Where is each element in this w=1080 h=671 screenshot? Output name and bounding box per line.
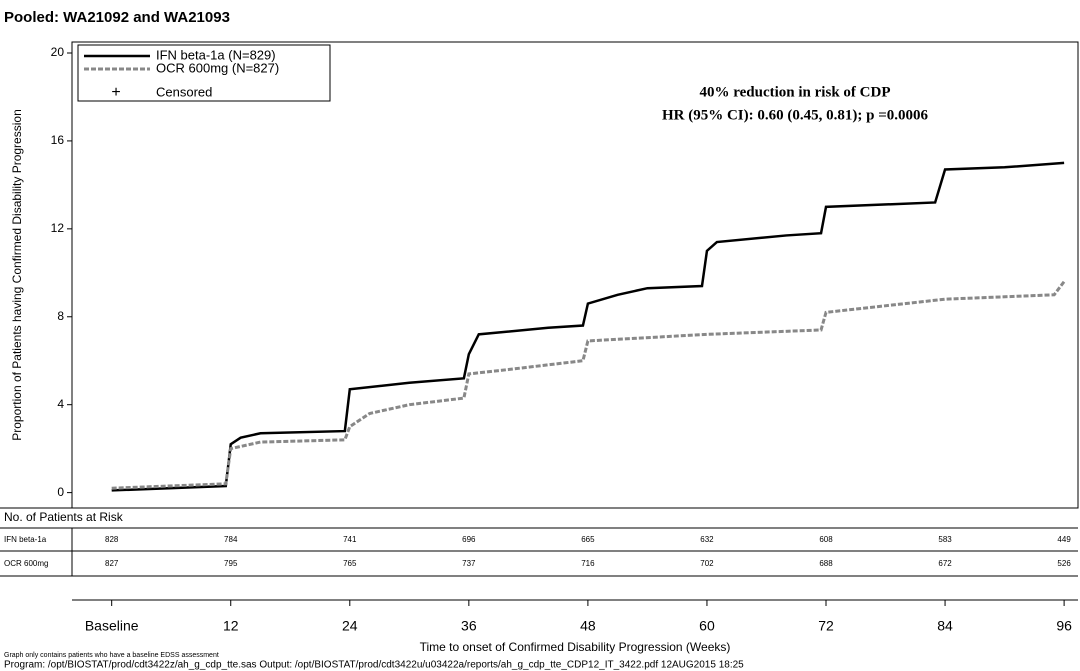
x-tick-label: 84	[937, 618, 953, 634]
legend-label: OCR 600mg (N=827)	[156, 60, 279, 75]
risk-count: 632	[700, 535, 714, 544]
risk-count: 741	[343, 535, 357, 544]
y-tick-label: 16	[51, 133, 65, 147]
x-tick-label: 24	[342, 618, 358, 634]
x-tick-label: 72	[818, 618, 834, 634]
risk-count: 526	[1057, 559, 1071, 568]
risk-count: 608	[819, 535, 833, 544]
risk-row-label: IFN beta-1a	[4, 535, 47, 544]
x-axis-label: Time to onset of Confirmed Disability Pr…	[420, 640, 731, 654]
y-tick-label: 20	[51, 45, 65, 59]
legend-frame	[77, 44, 331, 102]
y-tick-label: 8	[57, 309, 64, 323]
km-curve	[111, 161, 1065, 492]
risk-count: 784	[224, 535, 238, 544]
risk-count: 765	[343, 559, 357, 568]
risk-count: 583	[938, 535, 952, 544]
risk-count: 672	[938, 559, 952, 568]
y-tick-label: 0	[57, 485, 64, 499]
km-curve	[111, 280, 1066, 490]
annotation: 40% reduction in risk of CDP	[700, 84, 891, 100]
footnote: Program: /opt/BIOSTAT/prod/cdt3422z/ah_g…	[4, 660, 744, 671]
risk-count: 716	[581, 559, 595, 568]
y-tick-label: 4	[57, 397, 64, 411]
risk-count: 688	[819, 559, 833, 568]
risk-count: 665	[581, 535, 595, 544]
risk-table-title: No. of Patients at Risk	[4, 510, 124, 524]
risk-row-label: OCR 600mg	[4, 559, 48, 568]
x-tick-label: Baseline	[85, 618, 139, 634]
x-tick-label: 36	[461, 618, 477, 634]
y-axis-label: Proportion of Patients having Confirmed …	[10, 109, 24, 441]
risk-count: 449	[1057, 535, 1071, 544]
x-tick-label: 60	[699, 618, 715, 634]
legend-label: IFN beta-1a (N=829)	[156, 47, 276, 62]
risk-count: 828	[105, 535, 119, 544]
risk-count: 795	[224, 559, 238, 568]
risk-count: 737	[462, 559, 476, 568]
legend-symbol: +	[111, 84, 120, 101]
footnote: Graph only contains patients who have a …	[4, 652, 219, 659]
risk-count: 827	[105, 559, 119, 568]
risk-count: 702	[700, 559, 714, 568]
x-tick-label: 12	[223, 618, 239, 634]
y-tick-label: 12	[51, 221, 65, 235]
legend-label: Censored	[156, 84, 212, 99]
risk-count: 696	[462, 535, 476, 544]
chart-title: Pooled: WA21092 and WA21093	[4, 9, 230, 26]
x-tick-label: 48	[580, 618, 596, 634]
x-tick-label: 96	[1056, 618, 1072, 634]
annotation: HR (95% CI): 0.60 (0.45, 0.81); p =0.000…	[662, 107, 929, 123]
